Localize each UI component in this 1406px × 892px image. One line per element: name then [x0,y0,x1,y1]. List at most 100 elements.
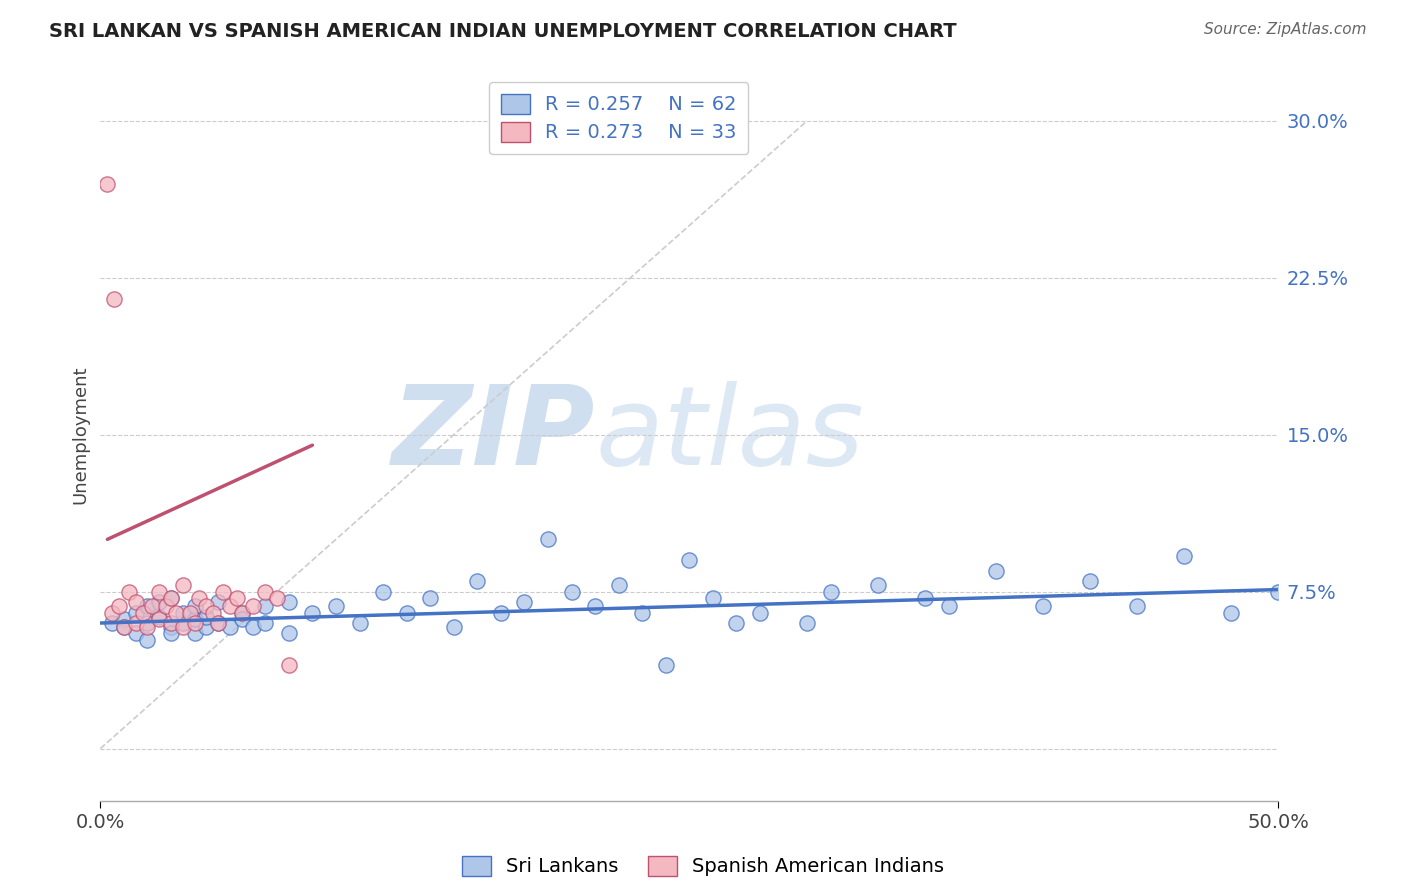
Point [395,606,418,620]
Point [183,615,205,630]
Point [195,599,218,614]
Point [1173,549,1195,563]
Point [179,606,201,620]
Point [513,595,536,609]
Point [226,591,249,605]
Point [148,609,170,624]
Point [132,606,155,620]
Point [325,599,347,614]
Point [242,620,264,634]
Text: atlas: atlas [595,381,863,488]
Point [160,615,183,630]
Point [136,632,159,647]
Text: Source: ZipAtlas.com: Source: ZipAtlas.com [1204,22,1367,37]
Point [117,584,139,599]
Point [172,620,194,634]
Point [277,595,299,609]
Point [349,615,371,630]
Point [112,612,135,626]
Point [231,612,253,626]
Point [1078,574,1101,589]
Point [160,626,183,640]
Point [254,584,277,599]
Point [207,615,229,630]
Point [172,615,194,630]
Point [725,615,748,630]
Point [914,591,936,605]
Point [537,533,560,547]
Point [1032,599,1054,614]
Point [301,606,323,620]
Point [219,620,242,634]
Point [207,615,229,630]
Point [465,574,488,589]
Point [183,612,205,626]
Text: ZIP: ZIP [392,381,595,488]
Point [125,626,148,640]
Point [136,620,159,634]
Point [125,595,148,609]
Point [148,595,170,609]
Point [277,657,299,672]
Point [207,595,229,609]
Point [148,584,170,599]
Point [172,578,194,592]
Point [1126,599,1149,614]
Point [112,620,135,634]
Point [202,606,225,620]
Point [103,292,125,306]
Point [1220,606,1243,620]
Point [160,620,183,634]
Point [219,599,242,614]
Point [101,615,124,630]
Point [607,578,630,592]
Point [749,606,772,620]
Point [242,599,264,614]
Point [141,599,163,614]
Point [136,599,159,614]
Point [231,606,253,620]
Legend: R = 0.257    N = 62, R = 0.273    N = 33: R = 0.257 N = 62, R = 0.273 N = 33 [489,82,748,154]
Y-axis label: Unemployment: Unemployment [72,366,89,504]
Point [254,599,277,614]
Point [443,620,465,634]
Point [984,564,1007,578]
Point [160,591,183,605]
Point [702,591,724,605]
Point [655,657,678,672]
Point [212,584,235,599]
Point [172,606,194,620]
Point [678,553,700,567]
Point [195,620,218,634]
Point [101,606,124,620]
Point [96,177,118,191]
Point [160,591,183,605]
Point [561,584,583,599]
Point [136,615,159,630]
Point [165,606,187,620]
Point [371,584,394,599]
Point [254,615,277,630]
Point [796,615,818,630]
Point [820,584,842,599]
Point [489,606,512,620]
Point [277,626,299,640]
Point [195,609,218,624]
Text: SRI LANKAN VS SPANISH AMERICAN INDIAN UNEMPLOYMENT CORRELATION CHART: SRI LANKAN VS SPANISH AMERICAN INDIAN UN… [49,22,957,41]
Point [419,591,441,605]
Point [1267,584,1289,599]
Point [183,626,205,640]
Point [231,606,253,620]
Legend: Sri Lankans, Spanish American Indians: Sri Lankans, Spanish American Indians [456,850,950,882]
Point [125,615,148,630]
Point [108,599,131,614]
Point [188,591,211,605]
Point [938,599,960,614]
Point [112,620,135,634]
Point [183,599,205,614]
Point [631,606,654,620]
Point [125,606,148,620]
Point [583,599,606,614]
Point [155,599,177,614]
Point [866,578,889,592]
